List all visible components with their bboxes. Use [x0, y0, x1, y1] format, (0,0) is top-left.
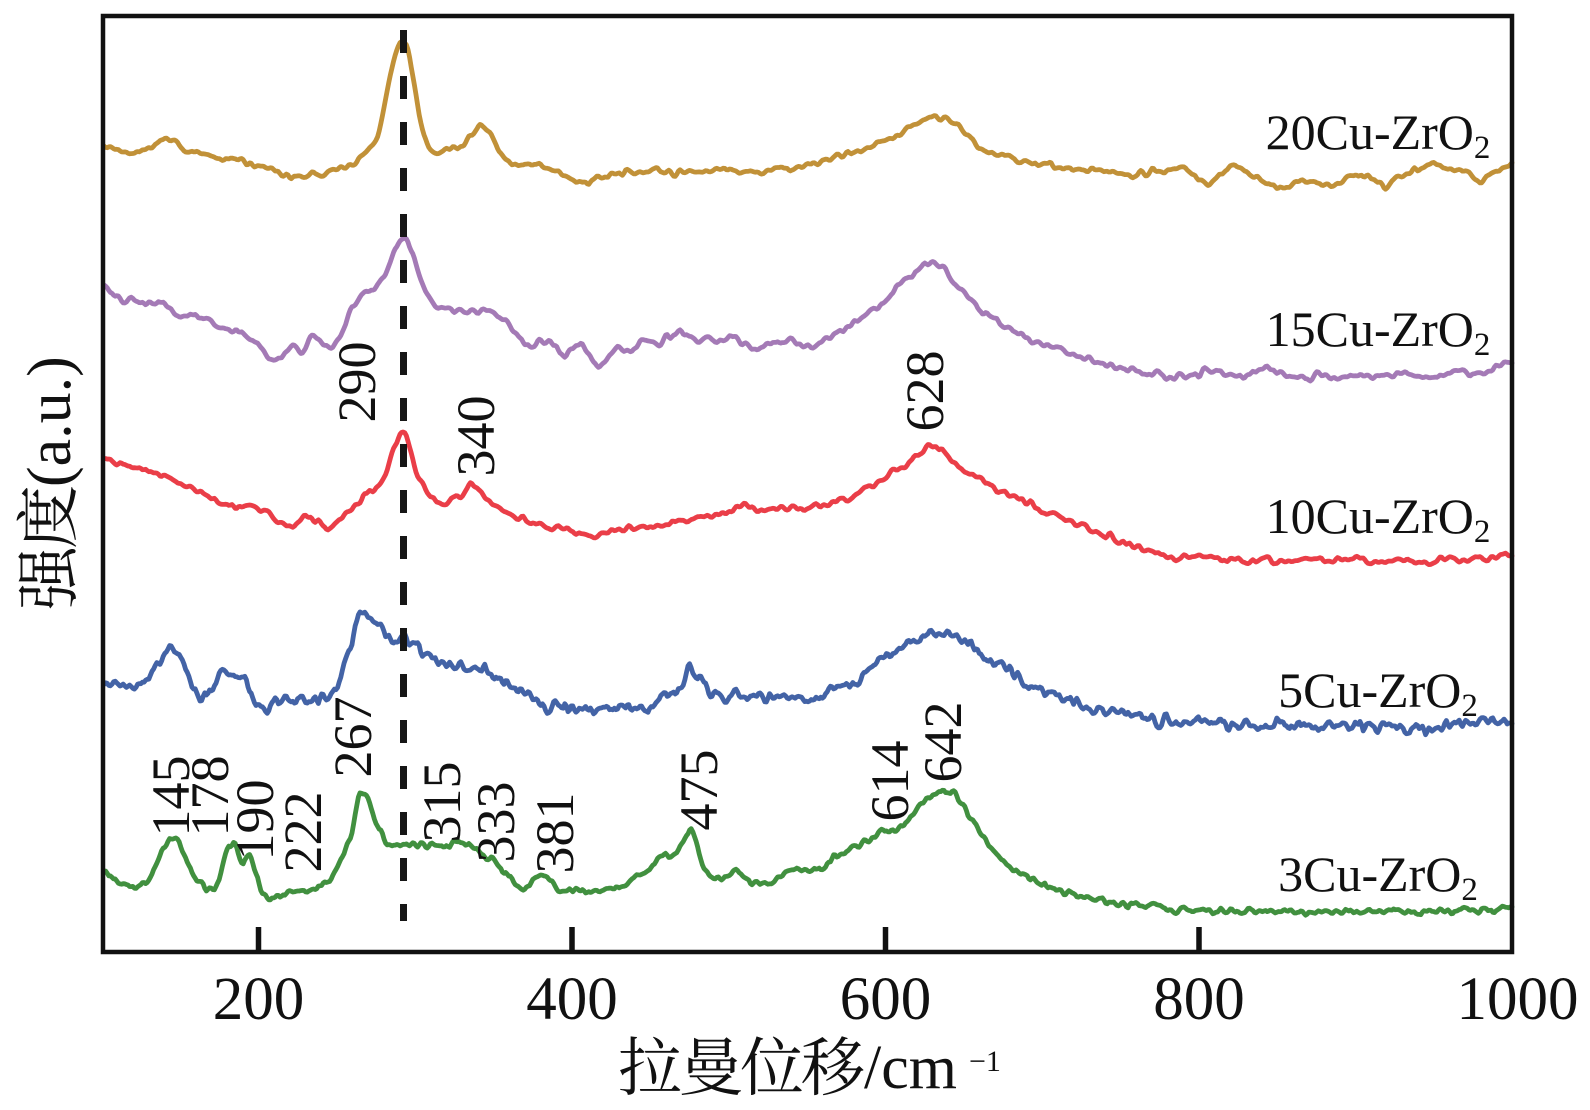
- svg-text:290: 290: [327, 342, 387, 423]
- svg-text:−1: −1: [969, 1045, 1001, 1078]
- svg-text:(a.u.): (a.u.): [16, 356, 84, 487]
- svg-text:628: 628: [895, 351, 955, 432]
- svg-text:340: 340: [446, 396, 506, 477]
- svg-text:15Cu-ZrO2: 15Cu-ZrO2: [1266, 301, 1491, 363]
- svg-text:5Cu-ZrO2: 5Cu-ZrO2: [1278, 662, 1478, 724]
- svg-text:145: 145: [141, 756, 201, 837]
- svg-text:642: 642: [913, 702, 973, 783]
- svg-text:475: 475: [669, 750, 729, 831]
- svg-text:614: 614: [860, 741, 920, 822]
- svg-text:400: 400: [526, 966, 618, 1033]
- svg-text:178: 178: [180, 756, 240, 837]
- svg-text:190: 190: [225, 780, 285, 861]
- svg-text:315: 315: [412, 762, 472, 843]
- svg-text:10Cu-ZrO2: 10Cu-ZrO2: [1266, 488, 1491, 550]
- svg-text:222: 222: [273, 792, 333, 873]
- svg-text:1000: 1000: [1457, 966, 1579, 1033]
- svg-text:/cm: /cm: [864, 1034, 957, 1102]
- svg-text:333: 333: [466, 782, 526, 863]
- svg-text:20Cu-ZrO2: 20Cu-ZrO2: [1266, 104, 1491, 166]
- svg-text:600: 600: [840, 966, 932, 1033]
- svg-text:3Cu-ZrO2: 3Cu-ZrO2: [1278, 846, 1478, 908]
- svg-text:267: 267: [323, 697, 383, 778]
- svg-text:381: 381: [525, 793, 585, 874]
- svg-text:800: 800: [1153, 966, 1245, 1033]
- svg-text:200: 200: [213, 966, 305, 1033]
